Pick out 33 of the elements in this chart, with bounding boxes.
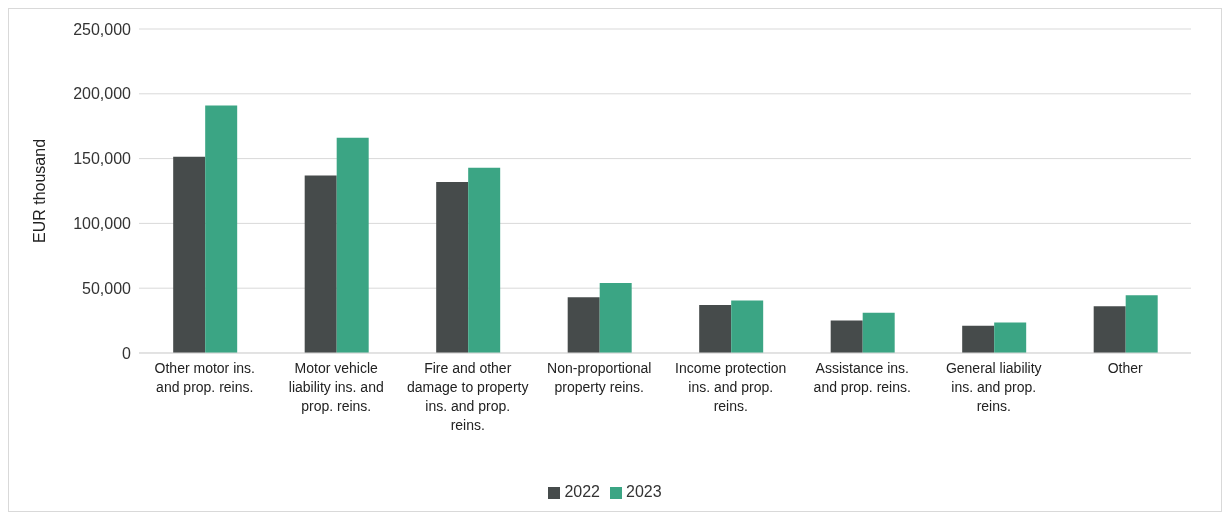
bar	[1093, 306, 1126, 353]
x-tick-label: Motor vehicle liability ins. and prop. reins.	[288, 360, 384, 414]
legend-label: 2022	[564, 483, 600, 500]
bar	[699, 305, 732, 353]
y-tick-label: 100,000	[73, 215, 132, 233]
bar	[962, 325, 995, 353]
x-tick-label: Income protection ins. and prop. reins.	[675, 360, 787, 414]
bar	[830, 320, 863, 353]
bar	[336, 137, 369, 353]
x-tick-label: Other motor ins. and prop. reins.	[154, 360, 255, 395]
x-tick-label: Other	[1107, 360, 1144, 376]
bar	[994, 322, 1027, 353]
bar	[436, 181, 469, 353]
x-tick-label: Fire and other damage to property ins. and prop. reins.	[407, 360, 529, 433]
y-tick-label: 200,000	[73, 85, 132, 103]
x-tick-label: General liability ins. and prop. reins.	[945, 360, 1042, 414]
bar	[599, 283, 632, 353]
bar	[173, 156, 206, 353]
bar	[1125, 295, 1158, 353]
bar	[205, 105, 238, 353]
legend-label: 2023	[626, 483, 662, 500]
bar	[862, 312, 895, 353]
y-tick-label: 250,000	[73, 20, 132, 38]
y-tick-label: 50,000	[82, 279, 132, 297]
x-tick-label: Assistance ins. and prop. reins.	[813, 360, 911, 395]
bar	[731, 300, 764, 353]
y-tick-label: 150,000	[73, 150, 132, 168]
bar	[468, 167, 501, 353]
x-tick-label: Non-proportional property reins.	[547, 360, 652, 395]
bar	[304, 175, 337, 353]
y-tick-label: 0	[122, 344, 132, 362]
y-axis-title: EUR thousand	[30, 138, 48, 244]
bar	[567, 297, 600, 353]
